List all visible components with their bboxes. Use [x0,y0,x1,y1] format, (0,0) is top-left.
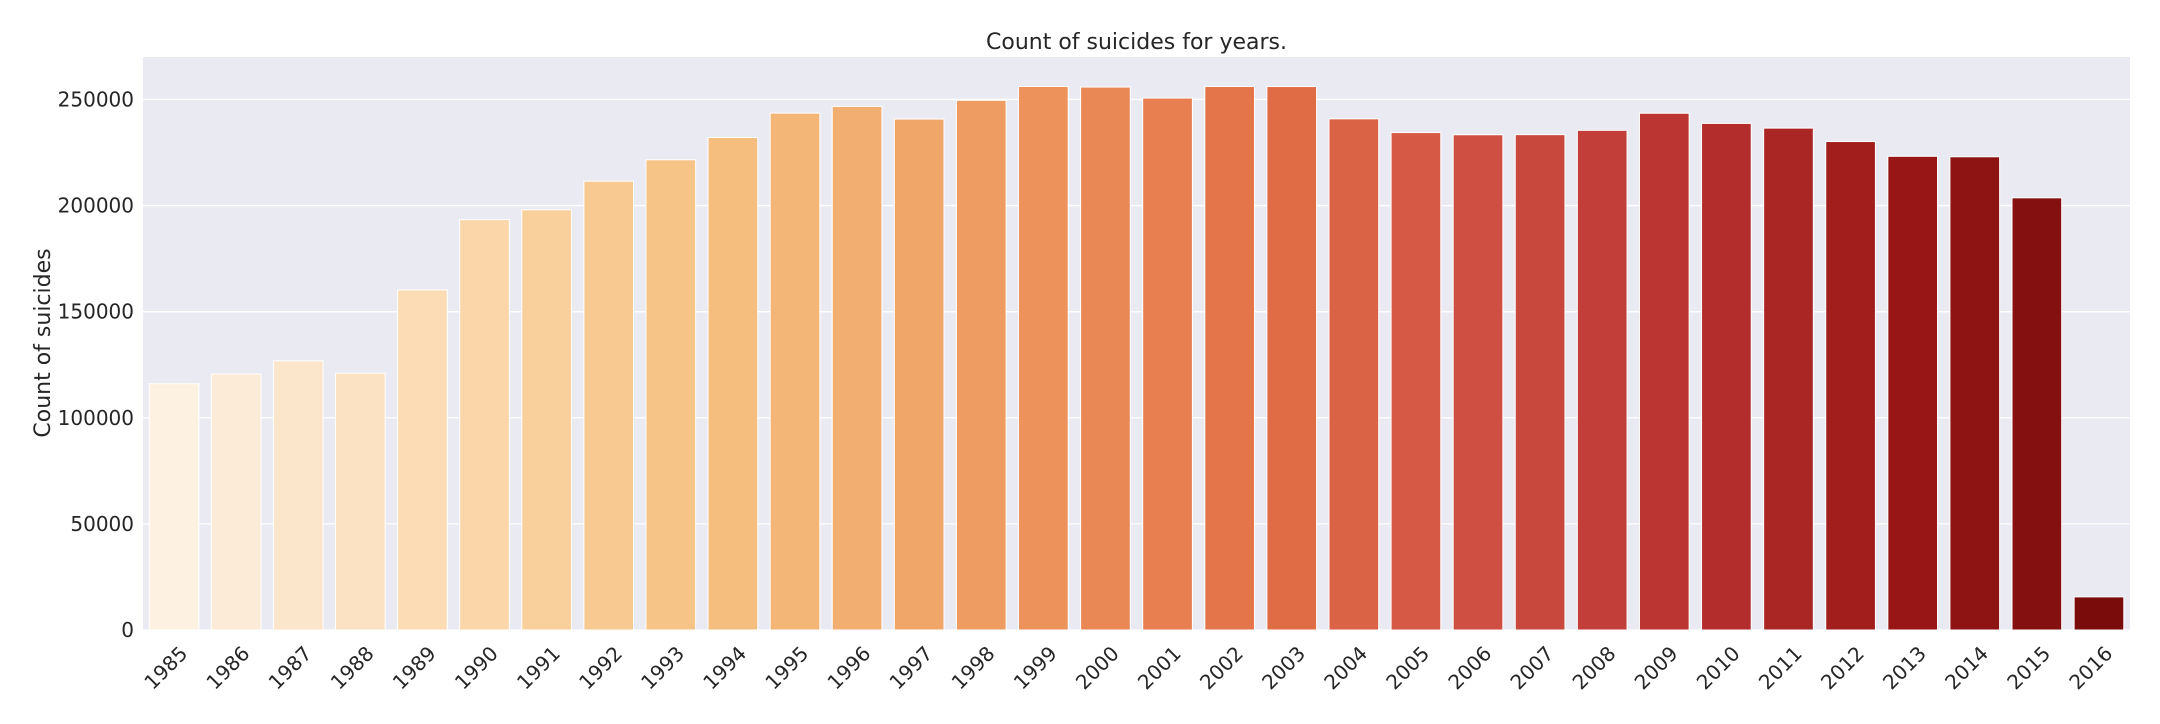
y-tick-label: 250000 [58,87,134,111]
bar-1989 [397,289,448,631]
x-tick-label: 2006 [1443,641,1496,694]
bar-2006 [1452,134,1504,631]
x-tick-label: 1996 [822,641,875,694]
bar-2002 [1204,86,1255,631]
y-tick-label: 50000 [70,512,134,536]
x-tick-label: 1997 [884,641,937,694]
bar-2014 [1949,156,2001,631]
x-tick-label: 1994 [698,641,751,694]
bar-2016 [2073,596,2125,631]
bar-1999 [1018,85,1069,631]
bar-2001 [1142,97,1193,631]
x-tick-label: 2000 [1071,641,1124,694]
x-tick-label: 1987 [264,641,317,694]
x-tick-label: 1991 [512,641,565,694]
x-tick-label: 2004 [1319,641,1372,694]
y-tick-label: 100000 [58,406,134,430]
bar-1993 [645,159,697,631]
bar-1997 [893,118,945,631]
bar-1991 [521,209,572,631]
y-tick-label: 150000 [58,300,134,324]
x-tick-label: 2012 [1816,641,1869,694]
bar-1995 [769,112,821,631]
x-tick-label: 1990 [450,641,503,694]
x-tick-label: 2003 [1257,641,1310,694]
bar-2009 [1638,112,1690,631]
bar-2000 [1080,86,1131,631]
x-tick-label: 2011 [1754,641,1807,694]
x-tick-label: 2007 [1505,641,1558,694]
x-tick-label: 1989 [388,641,441,694]
x-tick-label: 2005 [1381,641,1434,694]
x-tick-label: 2015 [2002,641,2055,694]
y-tick-label: 200000 [58,194,134,218]
bars [148,85,2125,631]
bar-1992 [583,180,635,631]
x-tick-label: 1993 [636,641,689,694]
x-tick-label: 2008 [1568,641,1621,694]
bar-2011 [1763,127,1814,631]
y-axis-label: Count of suicides [31,248,56,437]
x-tick-labels: 1985 1986 1987 1988 1989 1990 1991 1992 1993 1994… [139,641,2117,694]
x-tick-label: 1988 [326,641,379,694]
bar-2015 [2011,197,2063,631]
bar-2007 [1514,134,1566,631]
bar-2003 [1266,86,1318,631]
bar-1987 [272,360,324,631]
x-tick-label: 1995 [760,641,813,694]
bar-1988 [334,372,386,631]
y-tick-labels: 0 50000 100000 150000 200000 250000 [58,87,134,642]
x-tick-label: 2002 [1195,641,1248,694]
bar-2013 [1887,155,1939,631]
x-tick-label: 2016 [2064,641,2117,694]
x-tick-label: 2001 [1133,641,1186,694]
x-tick-label: 2014 [1940,641,1993,694]
bar-1985 [148,383,200,631]
bar-1994 [707,137,759,631]
bar-2005 [1390,132,1442,631]
bar-1990 [459,219,510,631]
x-tick-label: 1986 [201,641,254,694]
chart-title: Count of suicides for years. [986,30,1287,55]
bar-1996 [831,105,883,631]
x-tick-label: 1998 [947,641,1000,694]
bar-2012 [1825,141,1876,631]
bar-2008 [1576,129,1628,631]
x-tick-label: 1985 [139,641,192,694]
x-tick-label: 1999 [1009,641,1062,694]
x-tick-label: 2010 [1692,641,1745,694]
x-tick-label: 2013 [1878,641,1931,694]
x-tick-label: 2009 [1630,641,1683,694]
bar-1998 [955,99,1007,631]
x-tick-label: 1992 [574,641,627,694]
bar-2010 [1701,122,1752,631]
bar-1986 [210,373,262,631]
y-tick-label: 0 [121,618,134,642]
bar-2004 [1328,118,1380,631]
